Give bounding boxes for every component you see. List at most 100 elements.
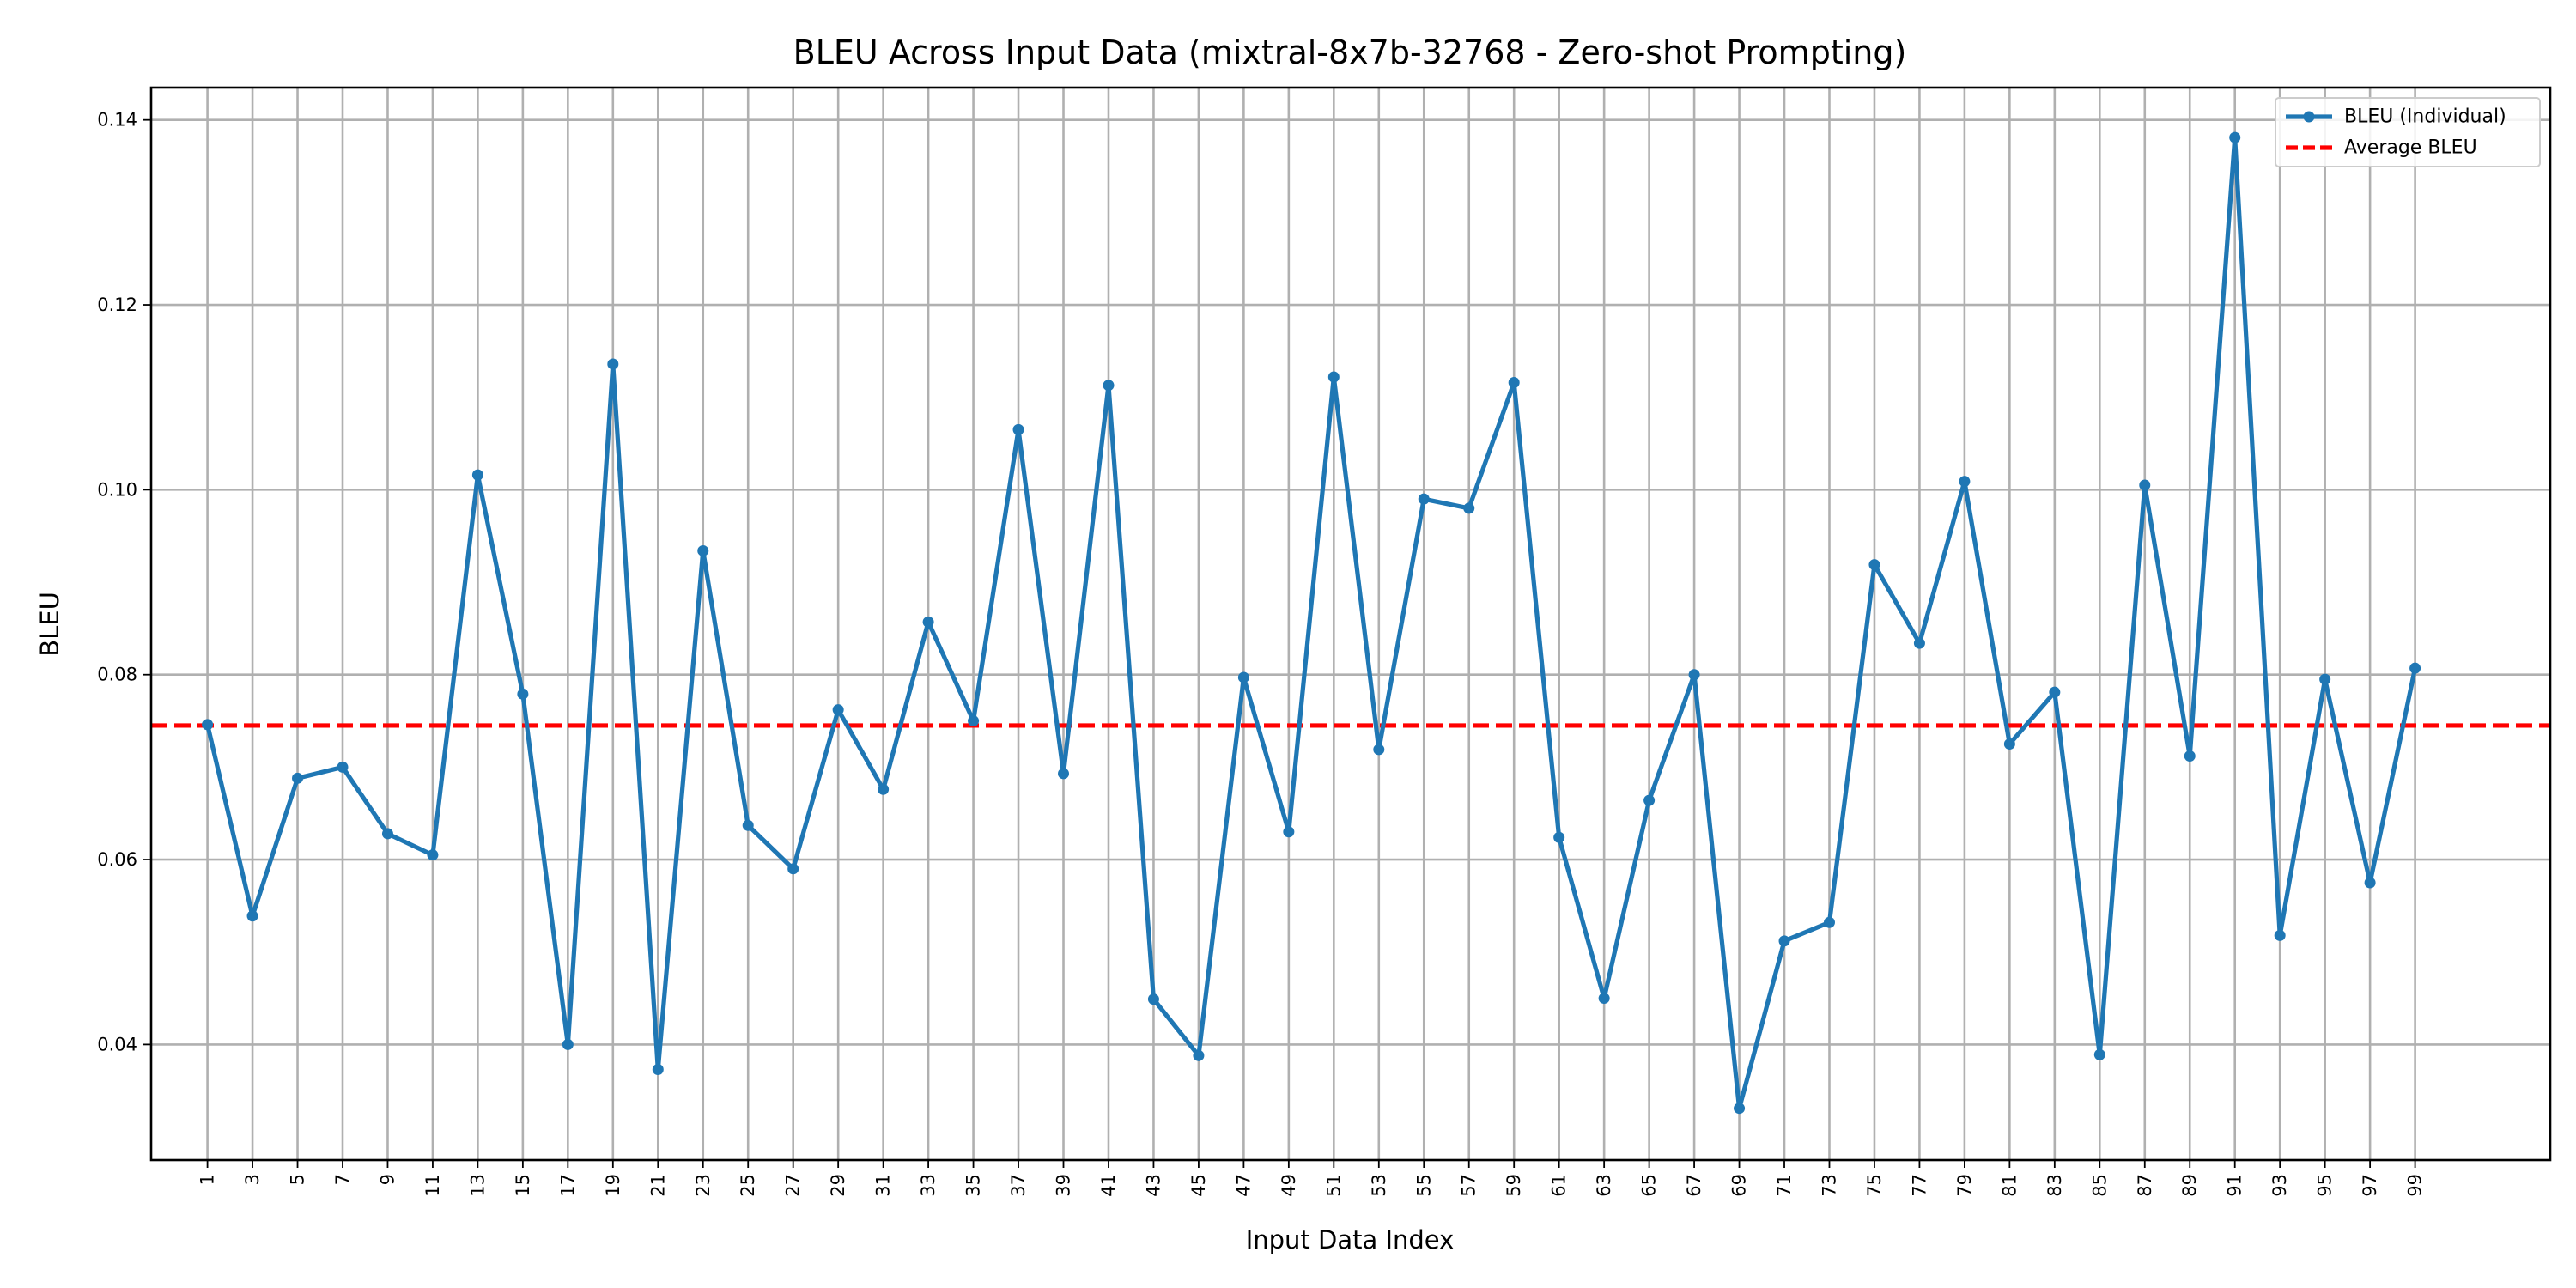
bleu-data-point [1373,744,1385,756]
x-tick-label: 3 [242,1174,263,1185]
y-tick-label: 0.12 [97,295,137,315]
bleu-data-point [1913,637,1925,649]
bleu-data-point [1598,993,1610,1005]
bleu-data-point [471,469,483,481]
bleu-data-point [2274,929,2286,941]
bleu-data-point [787,863,799,875]
bleu-data-point [1643,794,1656,806]
x-tick-label: 23 [693,1174,714,1197]
x-tick-label: 43 [1143,1174,1163,1197]
x-tick-label: 67 [1684,1174,1704,1197]
x-tick-label: 95 [2315,1174,2336,1197]
bleu-data-point [1327,371,1340,383]
x-tick-label: 57 [1459,1174,1479,1197]
x-tick-label: 91 [2225,1174,2245,1197]
bleu-data-point [1012,423,1024,435]
bleu-data-point [2093,1048,2105,1060]
bleu-data-point [1283,826,1295,838]
bleu-data-point [1193,1049,1205,1061]
bleu-data-point [292,772,304,784]
bleu-data-point [246,910,258,922]
x-tick-label: 89 [2179,1174,2200,1197]
legend-box [2275,97,2541,167]
legend: BLEU (Individual) Average BLEU [2275,97,2541,167]
bleu-data-point [2049,686,2061,698]
legend-series-label: BLEU (Individual) [2344,106,2506,128]
bleu-data-point [1147,993,1159,1005]
bleu-data-point [607,358,619,370]
y-tick-label: 0.08 [97,665,137,685]
y-axis-label: BLEU [35,592,64,657]
bleu-data-point [1959,476,1971,488]
x-tick-label: 15 [513,1174,533,1197]
x-tick-label: 79 [1954,1174,1975,1197]
y-tick-label: 0.06 [97,849,137,870]
x-tick-label: 13 [467,1174,488,1197]
bleu-data-point [2364,877,2376,889]
bleu-data-point [1734,1103,1746,1115]
x-tick-label: 47 [1233,1174,1254,1197]
bleu-data-point [427,849,439,861]
x-tick-label: 93 [2269,1174,2290,1197]
x-tick-label: 17 [557,1174,578,1197]
plot-frame [149,86,2552,1162]
x-tick-label: 51 [1323,1174,1344,1197]
bleu-data-point [742,819,754,831]
x-tick-label: 49 [1279,1174,1299,1197]
y-tick-label: 0.04 [97,1034,137,1054]
bleu-data-point [697,544,709,556]
x-tick-label: 41 [1098,1174,1119,1197]
x-tick-label: 87 [2135,1174,2155,1197]
bleu-data-point [1868,559,1880,571]
bleu-data-point [337,761,349,773]
x-tick-label: 45 [1188,1174,1209,1197]
bleu-data-point [1463,502,1475,514]
x-tick-label: 59 [1504,1174,1524,1197]
x-tick-label: 53 [1369,1174,1389,1197]
bleu-series-line [205,135,2418,1111]
bleu-data-point [652,1063,664,1075]
x-tick-label: 5 [288,1174,308,1185]
x-tick-label: 71 [1774,1174,1795,1197]
y-tick-label: 0.14 [97,110,137,131]
bleu-data-point [1237,671,1249,683]
y-tick-label: 0.10 [97,479,137,500]
x-tick-label: 55 [1413,1174,1434,1197]
x-axis: 1 3 5 7 9 11 13 15 17 19 21 23 25 27 29 31 33 35 37 39 41 43 4… [197,1160,2426,1197]
bleu-data-point [202,719,214,731]
x-tick-label: 37 [1008,1174,1029,1197]
x-tick-label: 81 [1999,1174,2020,1197]
y-axis: 0.04 0.06 0.08 0.10 0.12 0.14 [97,110,151,1054]
bleu-data-point [1103,380,1115,392]
x-tick-label: 7 [332,1174,353,1185]
x-tick-label: 33 [918,1174,939,1197]
bleu-data-point [2409,662,2421,674]
bleu-data-point [2003,738,2015,750]
x-tick-label: 75 [1864,1174,1885,1197]
x-tick-label: 97 [2360,1174,2380,1197]
x-tick-label: 85 [2089,1174,2110,1197]
grid [151,88,2550,1160]
chart-title: BLEU Across Input Data (mixtral-8x7b-327… [793,33,1907,71]
bleu-data-point [968,715,980,727]
x-tick-label: 19 [603,1174,623,1197]
bleu-data-point [922,616,934,628]
x-tick-label: 73 [1819,1174,1839,1197]
x-tick-label: 69 [1729,1174,1750,1197]
x-tick-label: 83 [2044,1174,2065,1197]
x-tick-label: 63 [1594,1174,1614,1197]
bleu-data-point [517,688,529,700]
bleu-data-point [1058,768,1070,780]
bleu-data-point [1508,376,1520,388]
x-tick-label: 29 [828,1174,848,1197]
x-tick-label: 21 [647,1174,668,1197]
x-axis-label: Input Data Index [1246,1225,1455,1255]
x-tick-label: 27 [783,1174,804,1197]
x-tick-label: 39 [1054,1174,1074,1197]
bleu-data-point [1823,916,1835,928]
legend-average-label: Average BLEU [2344,137,2477,159]
x-tick-label: 61 [1549,1174,1570,1197]
bleu-data-point [2139,479,2151,491]
bleu-data-point [1778,935,1790,947]
x-tick-label: 99 [2405,1174,2426,1197]
